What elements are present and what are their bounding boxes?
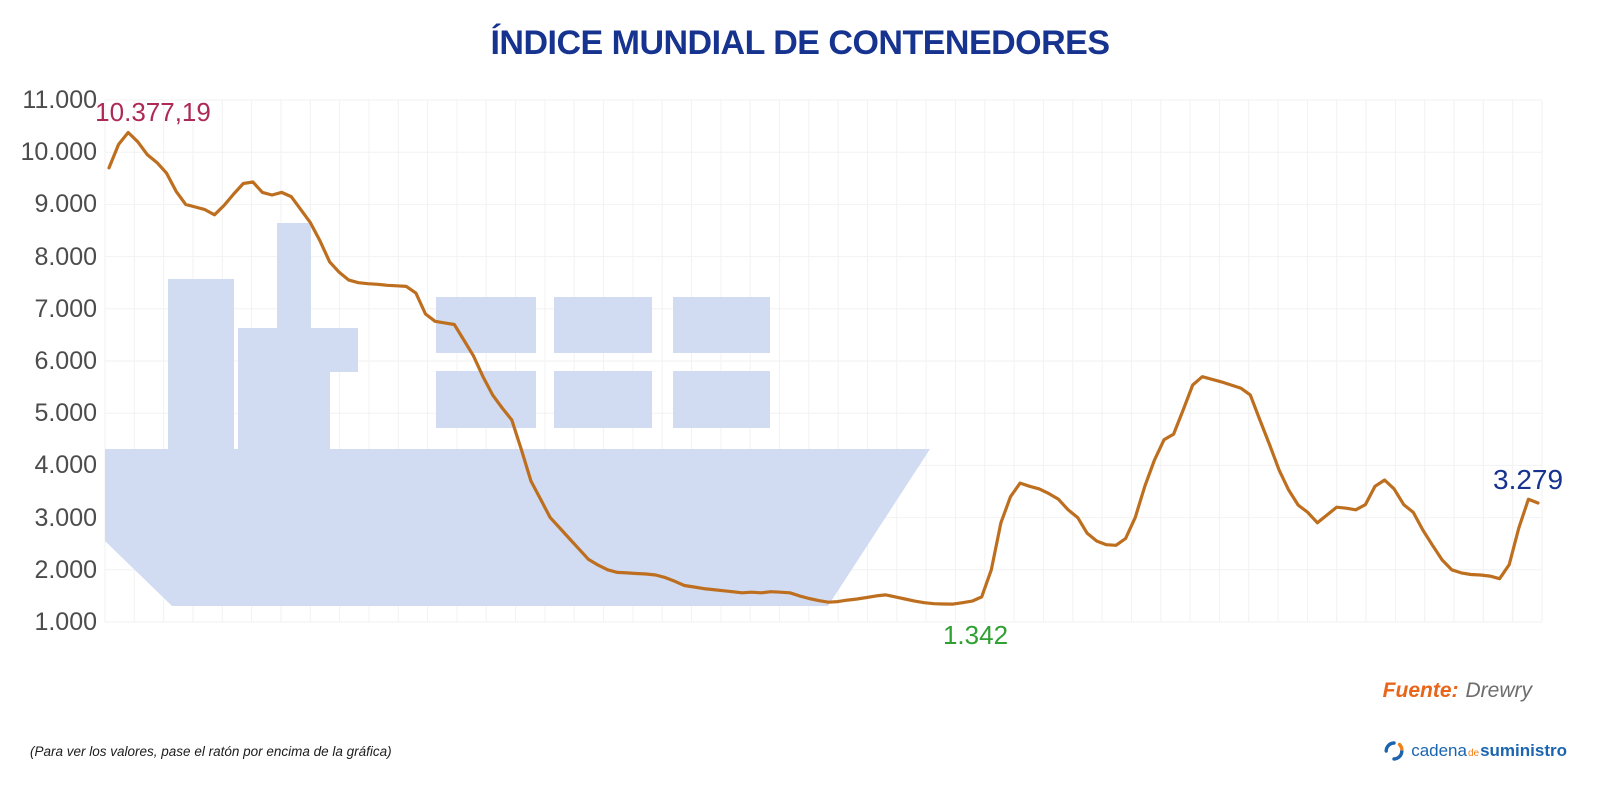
source-value: Drewry	[1465, 679, 1533, 702]
max-value-label: 10.377,19	[95, 96, 211, 127]
source-label: Fuente:	[1382, 679, 1459, 702]
y-axis-tick-label: 2.000	[34, 555, 97, 584]
container-index-chart[interactable]: 11.000 10.000 9.000 8.000 7.000 6.000 5.000 4.0…	[0, 0, 1600, 690]
y-axis-tick-label: 8.000	[34, 242, 97, 271]
logo-word-de: de	[1467, 748, 1480, 759]
y-axis-tick-label: 6.000	[34, 347, 97, 375]
chart-title: ÍNDICE MUNDIAL DE CONTENEDORES	[490, 24, 1110, 62]
circular-arrows-icon	[1384, 741, 1404, 761]
container-ship-watermark-icon	[105, 223, 930, 606]
y-axis-tick-label: 5.000	[34, 399, 97, 428]
y-axis-tick-label: 1.000	[34, 608, 97, 636]
last-value-label: 3.279	[1493, 464, 1564, 496]
logo-word-suministro: suministro	[1480, 741, 1567, 760]
y-axis-tick-label: 9.000	[34, 190, 97, 219]
index-line[interactable]	[107, 130, 1540, 606]
y-axis-tick-label: 4.000	[34, 451, 97, 480]
chart-canvas[interactable]	[0, 0, 1600, 690]
hover-note: (Para ver los valores, pase el ratón por…	[30, 744, 392, 759]
y-axis-tick-label: 7.000	[34, 294, 97, 323]
source-line: Fuente: Drewry	[1383, 679, 1532, 703]
y-axis-tick-label: 11.000	[22, 86, 97, 114]
y-axis-tick-label: 3.000	[34, 503, 97, 532]
min-value-label: 1.342	[942, 620, 1009, 651]
brand-logo[interactable]: cadena de suministro	[1383, 740, 1567, 762]
logo-text: cadena de suministro	[1411, 741, 1567, 761]
y-axis-tick-label: 10.000	[20, 138, 97, 167]
logo-word-cadena: cadena	[1411, 741, 1467, 760]
